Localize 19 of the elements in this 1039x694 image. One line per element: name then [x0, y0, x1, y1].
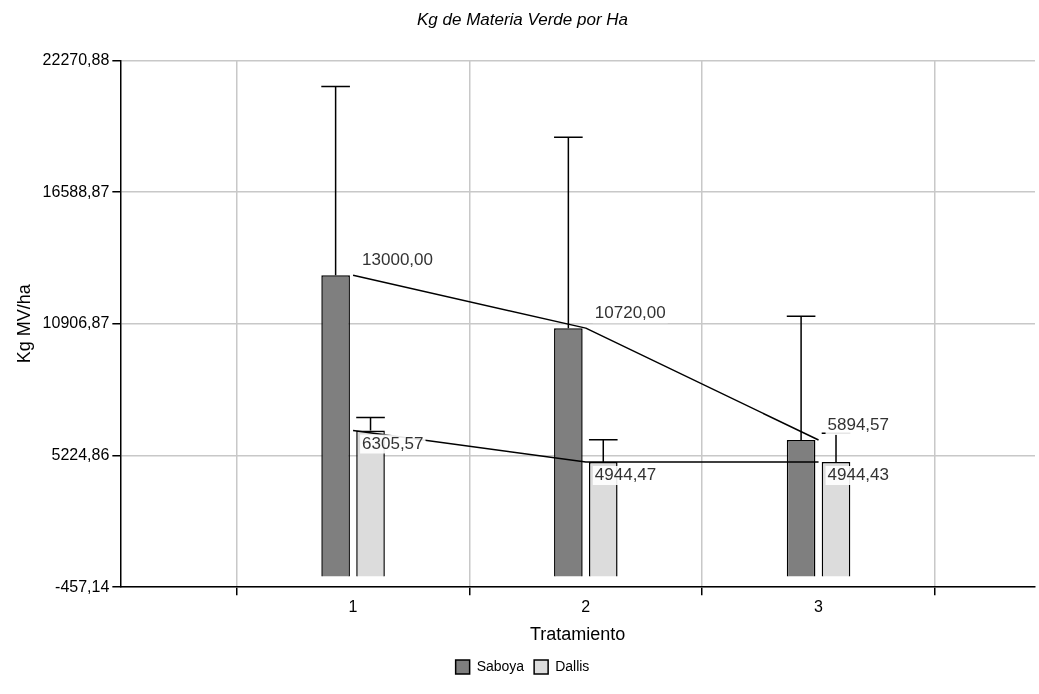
- legend-label: Dallis: [555, 657, 590, 674]
- x-axis-title: Tratamiento: [529, 624, 626, 645]
- data-label: 5894,57: [827, 415, 890, 435]
- data-label: 13000,00: [362, 250, 433, 270]
- x-tick-label: 2: [581, 598, 591, 616]
- data-label: 6305,57: [362, 433, 424, 453]
- legend-label: Saboya: [476, 657, 525, 674]
- y-tick-label: 16588,87: [42, 182, 110, 200]
- data-label: 4944,43: [827, 465, 890, 485]
- y-tick-label: 10906,87: [42, 314, 110, 332]
- chart-title: Kg de Materia Verde por Ha: [416, 9, 629, 29]
- data-label: 10720,00: [594, 303, 666, 323]
- y-tick-label: -457,14: [55, 577, 110, 595]
- y-tick-label: 22270,88: [42, 50, 110, 68]
- x-tick-label: 3: [814, 598, 824, 616]
- y-tick-label: 5224,86: [51, 445, 110, 463]
- x-tick-label: 1: [348, 598, 358, 616]
- data-label: 4944,47: [594, 465, 657, 485]
- y-axis-title: Kg MV/ha: [13, 283, 34, 364]
